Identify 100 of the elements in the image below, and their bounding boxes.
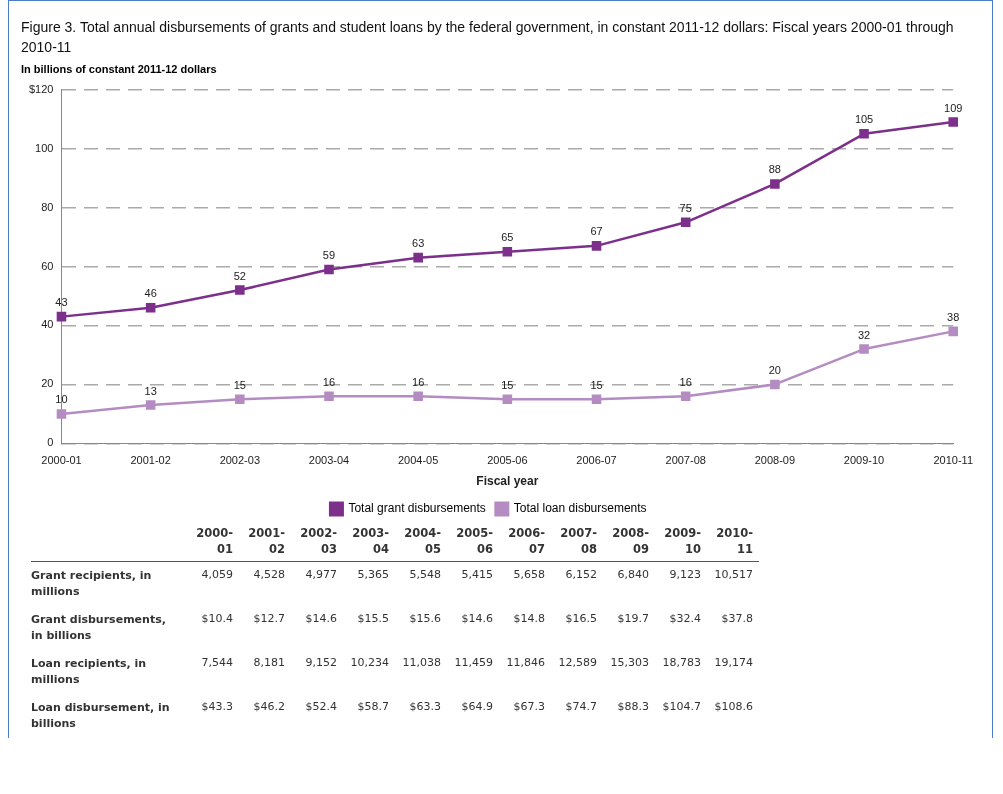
x-tick-label: 2004-05: [397, 454, 439, 467]
data-label: 9,123: [668, 567, 702, 583]
data-label: $19.7: [616, 611, 650, 627]
x-axis-title: Fiscal year: [476, 474, 539, 489]
point: [56, 409, 67, 419]
x-tick-label: 2006-07: [576, 454, 617, 467]
x-tick-label: 2000-01: [195, 525, 234, 558]
x-tick-label: 2004-05: [403, 525, 442, 558]
x-tick-label: 2001-02: [247, 525, 286, 558]
y-tick-label: 20: [41, 377, 54, 390]
data-label: 75: [679, 201, 692, 214]
data-label: $14.6: [304, 611, 338, 627]
data-label: 7,544: [200, 655, 234, 671]
data-label: $32.4: [668, 611, 702, 627]
x-tick-label: 2007-08: [665, 454, 706, 467]
x-tick-label: 2002-03: [299, 525, 338, 558]
point: [591, 241, 602, 251]
data-label: $12.7: [252, 611, 286, 627]
data-label: 5,415: [460, 567, 494, 583]
y-axis-title: In billions of constant 2011-12 dollars: [21, 63, 218, 75]
data-label: 18,783: [661, 655, 702, 671]
data-label: 4,059: [200, 567, 234, 583]
data-label: 15: [501, 378, 514, 391]
data-label: $74.7: [564, 699, 598, 715]
data-label: 65: [501, 231, 514, 244]
y-tick-label: 80: [41, 200, 54, 213]
y-tick-label: Loan recipients, in millions: [31, 656, 148, 688]
data-label: $15.5: [356, 611, 390, 627]
data-label: $46.2: [252, 699, 286, 715]
data-label: 13: [144, 384, 157, 397]
point: [770, 179, 780, 189]
data-label: $88.3: [616, 699, 650, 715]
x-tick-label: 2009-10: [663, 525, 702, 558]
data-label: 59: [322, 248, 336, 261]
data-label: 43: [55, 296, 68, 309]
x-tick-label: 2010-11: [933, 454, 973, 467]
data-label: $10.4: [200, 611, 234, 627]
x-tick-label: 2005-06: [487, 454, 528, 467]
point: [413, 252, 423, 263]
data-label: $64.9: [460, 699, 494, 715]
point: [235, 285, 245, 295]
data-label: $43.3: [200, 699, 234, 715]
data-label: 5,365: [356, 567, 390, 583]
point: [235, 394, 245, 404]
point: [591, 394, 602, 404]
data-label: $15.6: [408, 611, 442, 627]
data-label: 105: [854, 113, 874, 126]
data-label: 15: [590, 378, 603, 391]
point: [324, 264, 334, 275]
y-tick-label: 40: [41, 318, 54, 331]
x-tick-label: 2008-09: [754, 454, 796, 467]
legend-label: Total grant disbursements: [348, 501, 486, 516]
data-label: 19,174: [713, 655, 754, 671]
data-label: 15,303: [609, 655, 650, 671]
data-label: 32: [857, 328, 871, 341]
y-tick-label: 0: [47, 436, 54, 449]
x-tick-label: 2005-06: [455, 525, 494, 558]
point: [770, 379, 780, 390]
data-label: $58.7: [356, 699, 390, 715]
y-tick-label: 100: [35, 141, 54, 154]
data-label: 10,234: [349, 655, 390, 671]
data-label: 11,038: [401, 655, 442, 671]
data-label: 67: [590, 225, 603, 238]
data-label: 15: [233, 378, 246, 391]
point: [859, 129, 869, 139]
data-label: 6,840: [616, 567, 650, 583]
data-label: 6,152: [564, 567, 598, 583]
data-label: $14.8: [512, 611, 546, 627]
data-label: 10,517: [713, 567, 754, 583]
data-label: $14.6: [460, 611, 494, 627]
point: [324, 391, 334, 402]
data-label: 16: [322, 375, 336, 388]
point: [145, 400, 156, 410]
point: [680, 217, 691, 228]
data-label: 20: [768, 363, 781, 376]
point: [948, 326, 959, 337]
x-tick-label: 2002-03: [219, 454, 261, 467]
y-tick-label: Grant recipients, in millions: [31, 568, 153, 600]
data-label: 5,658: [512, 567, 546, 583]
data-label: 12,589: [557, 655, 598, 671]
point: [145, 302, 156, 313]
x-tick-label: 2010-11: [715, 525, 754, 558]
y-tick-label: $120: [28, 82, 54, 95]
data-label: $67.3: [512, 699, 546, 715]
y-tick-label: 60: [41, 259, 54, 272]
point: [859, 344, 869, 354]
data-label: 4,528: [252, 567, 286, 583]
x-tick-label: 2006-07: [507, 525, 546, 558]
legend-label: Total loan disbursements: [513, 501, 647, 516]
x-tick-label: 2007-08: [559, 525, 598, 558]
data-label: $63.3: [408, 699, 442, 715]
data-label: 46: [144, 287, 157, 300]
y-tick-label: Grant disbursements, in billions: [31, 612, 167, 644]
point: [948, 117, 959, 127]
data-label: 10: [55, 393, 68, 406]
x-tick-label: 2009-10: [843, 454, 885, 467]
data-label: 9,152: [304, 655, 338, 671]
point: [56, 311, 67, 322]
x-tick-label: 2001-02: [130, 454, 171, 467]
data-label: $52.4: [304, 699, 338, 715]
